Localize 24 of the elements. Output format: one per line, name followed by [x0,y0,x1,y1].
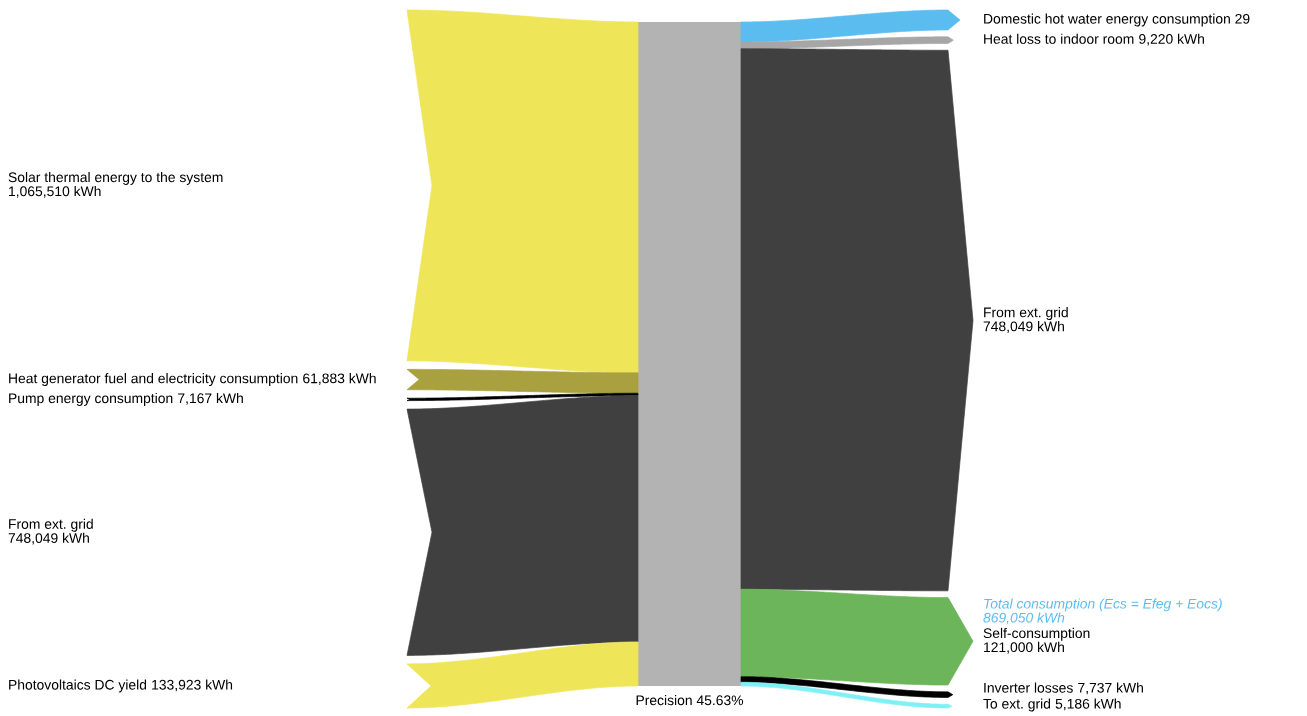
data-label: 7,167 kWh [178,392,243,405]
category-label: From ext. grid [984,307,1068,321]
data-label: 121,000 kWh [984,641,1064,654]
category-label: Self-consumption [983,627,1090,641]
category-label: Solar thermal energy to the system [8,171,223,185]
text: Total consumption (Ecs = Efeg + Eocs) [984,598,1222,612]
data-label: 1,065,510 kWh [9,185,101,198]
data-label: 9,220 kWh [1139,33,1204,46]
category-label: Domestic hot water energy consumption 29 [984,13,1250,27]
text: 869,050 kWh [983,612,1065,625]
data-label: 5,186 kWh [1055,698,1121,711]
data-label: 7,737 kWh [1078,682,1143,695]
category-label: Heat loss to indoor room [984,33,1134,44]
data-label: 748,049 kWh [983,321,1064,333]
data-label: 748,049 kWh [8,532,89,545]
category-label: Heat generator fuel and electricity consumption [9,373,298,387]
text: Precision 45.63% [636,695,744,706]
category-label: Pump energy consumption [9,392,173,406]
category-label: Inverter losses [984,682,1073,693]
category-label: From ext. grid [9,518,93,532]
category-label: To ext. grid [983,698,1051,712]
data-label: 133,923 kWh [152,679,233,692]
category-label: Photovoltaics DC yield [9,679,147,693]
data-label: 61,883 kWh [303,373,376,385]
